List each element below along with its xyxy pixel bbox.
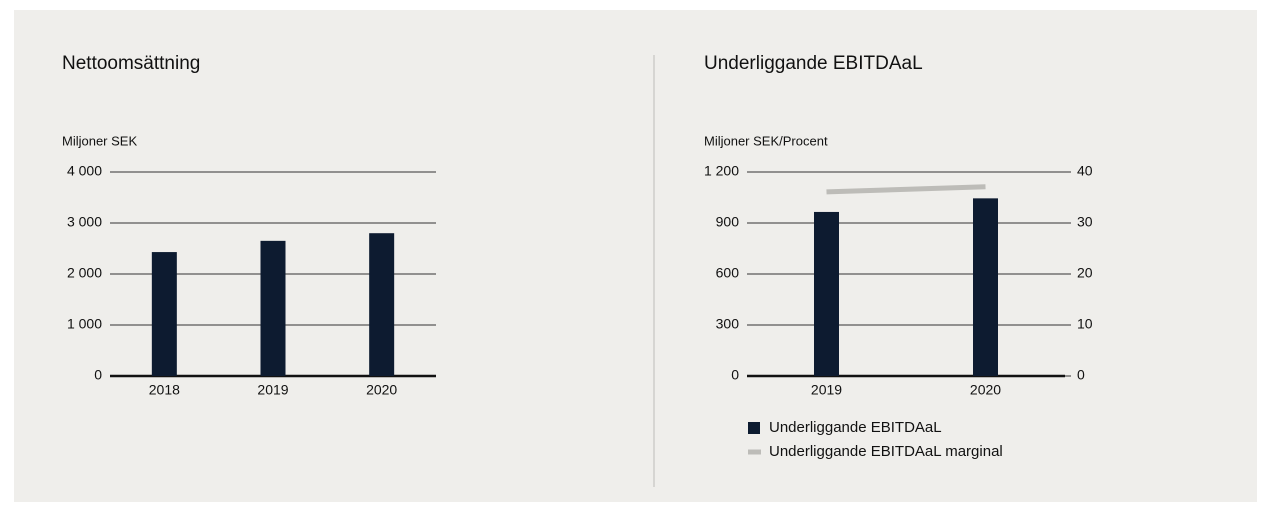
y2-tick-label: 10 xyxy=(1077,316,1093,332)
legend-swatch xyxy=(748,449,761,455)
y-tick-label: 0 xyxy=(731,367,739,383)
y2-tick-label: 40 xyxy=(1077,163,1093,179)
legend-swatch xyxy=(748,422,760,434)
y-tick-label: 1 200 xyxy=(704,163,739,179)
legend-label: Underliggande EBITDAaL xyxy=(769,419,942,436)
bar xyxy=(369,233,395,376)
x-tick-label: 2018 xyxy=(149,382,180,398)
bar xyxy=(260,240,286,376)
axis-label: Miljoner SEK/Procent xyxy=(704,133,828,148)
y-tick-label: 600 xyxy=(716,265,740,281)
chart-title: Nettoomsättning xyxy=(62,53,200,74)
x-tick-label: 2019 xyxy=(811,382,842,398)
line-series xyxy=(826,184,986,195)
bar xyxy=(814,211,839,376)
x-tick-label: 2020 xyxy=(970,382,1001,398)
y-tick-label: 900 xyxy=(716,214,740,230)
y-tick-label: 2 000 xyxy=(67,265,102,281)
y2-tick-label: 30 xyxy=(1077,214,1093,230)
y-tick-label: 3 000 xyxy=(67,214,102,230)
y-tick-label: 4 000 xyxy=(67,163,102,179)
x-tick-label: 2019 xyxy=(257,382,288,398)
bar xyxy=(973,198,998,376)
chart-title: Underliggande EBITDAaL xyxy=(704,53,923,74)
y-tick-label: 1 000 xyxy=(67,316,102,332)
y2-tick-label: 20 xyxy=(1077,265,1093,281)
y-tick-label: 0 xyxy=(94,367,102,383)
legend-label: Underliggande EBITDAaL marginal xyxy=(769,443,1003,460)
x-tick-label: 2020 xyxy=(366,382,397,398)
bar xyxy=(151,252,177,376)
axis-label: Miljoner SEK xyxy=(62,133,137,148)
background xyxy=(14,10,1257,502)
y-tick-label: 300 xyxy=(716,316,740,332)
y2-tick-label: 0 xyxy=(1077,367,1085,383)
